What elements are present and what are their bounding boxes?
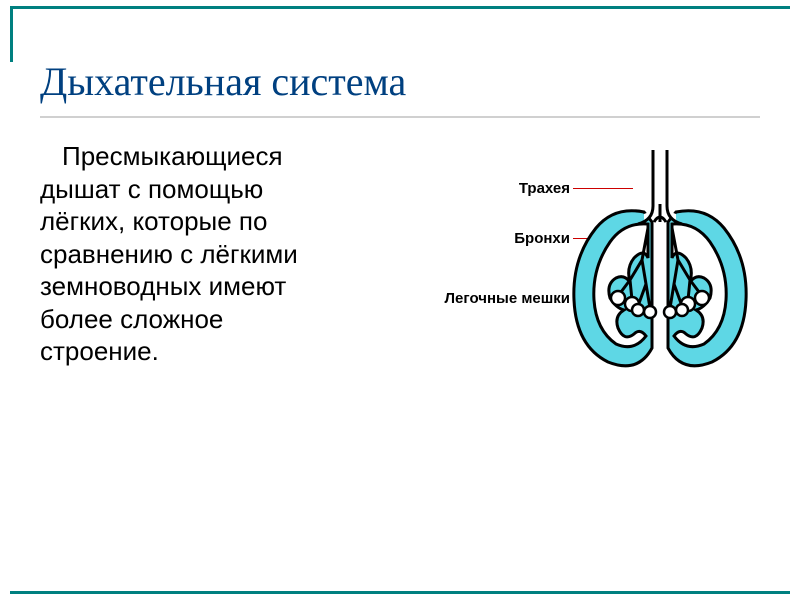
frame-top (10, 6, 790, 9)
slide-title: Дыхательная система (40, 58, 406, 105)
frame-left (10, 6, 13, 62)
body-paragraph: Пресмыкающиеся дышат с помощью лёгких, к… (40, 140, 340, 368)
frame-bottom (10, 591, 790, 594)
label-trachea: Трахея (490, 180, 570, 197)
label-airsacs: Легочные мешки (434, 290, 570, 307)
lung-diagram-svg (560, 150, 760, 380)
title-underline (40, 116, 760, 118)
respiratory-diagram: Трахея Бронхи Легочные мешки (460, 150, 760, 450)
label-bronchi: Бронхи (490, 230, 570, 247)
